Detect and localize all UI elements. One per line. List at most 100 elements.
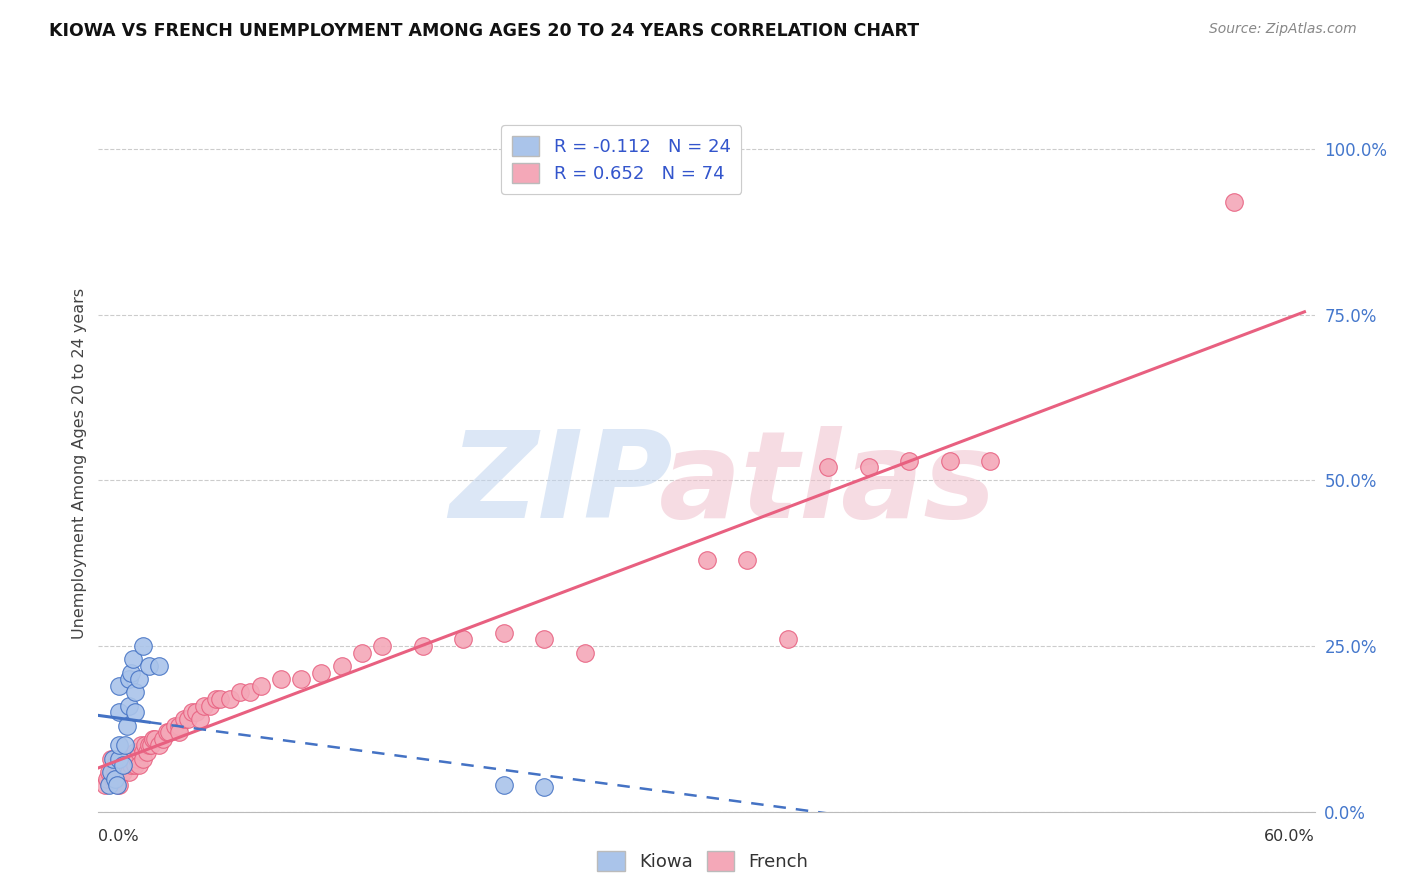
Point (107, 679, 129, 693)
Point (817, 460, 839, 475)
Point (142, 731, 165, 746)
Point (205, 692, 228, 706)
Point (110, 758, 132, 772)
Point (122, 752, 145, 766)
Point (118, 752, 141, 766)
Point (735, 553, 758, 567)
Point (138, 659, 160, 673)
Point (136, 745, 159, 759)
Point (1222, 195, 1244, 210)
Point (330, 659, 353, 673)
Point (176, 712, 198, 726)
Point (128, 758, 150, 772)
Point (350, 646, 373, 660)
Point (165, 718, 187, 732)
Point (120, 758, 142, 772)
Point (105, 772, 128, 786)
Point (198, 698, 221, 713)
Point (193, 698, 215, 713)
Point (249, 679, 271, 693)
Point (129, 739, 152, 753)
Point (114, 758, 136, 772)
Point (104, 772, 127, 786)
Point (188, 712, 211, 726)
Point (412, 639, 434, 653)
Point (118, 764, 141, 779)
Legend: R = -0.112   N = 24, R = 0.652   N = 74: R = -0.112 N = 24, R = 0.652 N = 74 (502, 125, 741, 194)
Point (125, 752, 148, 766)
Point (169, 718, 191, 732)
Point (111, 764, 134, 779)
Point (858, 460, 880, 475)
Point (209, 692, 232, 706)
Text: atlas: atlas (659, 426, 997, 543)
Point (776, 632, 799, 647)
Legend: Kiowa, French: Kiowa, French (591, 844, 815, 879)
Point (173, 712, 195, 726)
Point (184, 706, 207, 720)
Point (124, 745, 146, 759)
Point (270, 672, 292, 686)
Point (533, 780, 555, 794)
Point (132, 745, 155, 759)
Point (371, 639, 394, 653)
Point (124, 706, 146, 720)
Point (229, 685, 252, 699)
Point (101, 752, 124, 766)
Point (169, 725, 191, 739)
Point (107, 752, 129, 766)
Point (143, 731, 166, 746)
Point (533, 632, 555, 647)
Point (100, 764, 122, 779)
Point (157, 725, 180, 739)
Point (239, 685, 262, 699)
Text: KIOWA VS FRENCH UNEMPLOYMENT AMONG AGES 20 TO 24 YEARS CORRELATION CHART: KIOWA VS FRENCH UNEMPLOYMENT AMONG AGES … (49, 22, 920, 40)
Text: 0.0%: 0.0% (98, 830, 139, 844)
Point (453, 632, 475, 647)
Point (111, 758, 134, 772)
Point (118, 698, 141, 713)
Point (105, 778, 128, 792)
Point (156, 725, 179, 739)
Point (104, 764, 127, 779)
Point (114, 739, 136, 753)
Point (219, 692, 242, 706)
Point (492, 625, 515, 640)
Point (97, 778, 120, 792)
Point (979, 453, 1001, 467)
Point (107, 764, 129, 779)
Point (124, 758, 146, 772)
Text: 60.0%: 60.0% (1264, 830, 1315, 844)
Point (128, 745, 150, 759)
Point (107, 752, 129, 766)
Y-axis label: Unemployment Among Ages 20 to 24 years: Unemployment Among Ages 20 to 24 years (72, 288, 87, 640)
Point (132, 752, 155, 766)
Point (120, 665, 142, 680)
Text: ZIP: ZIP (449, 426, 672, 543)
Point (132, 639, 155, 653)
Point (138, 739, 160, 753)
Point (107, 706, 129, 720)
Point (139, 739, 162, 753)
Point (100, 752, 122, 766)
Point (939, 453, 962, 467)
Text: Source: ZipAtlas.com: Source: ZipAtlas.com (1209, 22, 1357, 37)
Point (492, 778, 515, 792)
Point (124, 685, 146, 699)
Point (290, 672, 312, 686)
Point (118, 672, 141, 686)
Point (180, 706, 202, 720)
Point (96, 772, 118, 786)
Point (152, 731, 174, 746)
Point (104, 758, 127, 772)
Point (107, 739, 129, 753)
Point (311, 665, 333, 680)
Point (148, 659, 170, 673)
Point (122, 652, 145, 666)
Point (696, 553, 718, 567)
Point (93, 778, 115, 792)
Point (97, 764, 120, 779)
Point (115, 752, 138, 766)
Point (101, 772, 124, 786)
Point (898, 453, 921, 467)
